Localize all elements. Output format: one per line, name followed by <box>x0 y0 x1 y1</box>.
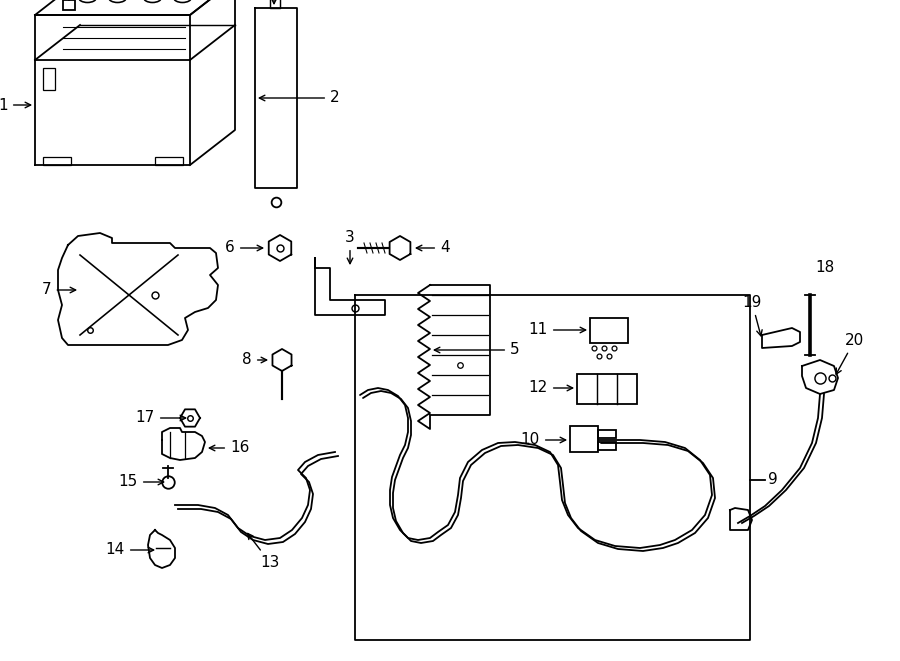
Text: 9: 9 <box>768 473 778 488</box>
Bar <box>62 0 75 9</box>
Text: 5: 5 <box>435 342 519 358</box>
Bar <box>43 157 71 165</box>
Text: 8: 8 <box>242 352 266 368</box>
Text: 15: 15 <box>119 475 164 490</box>
Text: 7: 7 <box>42 282 76 297</box>
Bar <box>598 430 616 438</box>
Bar <box>570 426 598 452</box>
Text: 4: 4 <box>417 241 450 256</box>
Text: 16: 16 <box>210 440 249 455</box>
Text: 14: 14 <box>106 543 154 557</box>
Bar <box>598 442 616 450</box>
Text: 20: 20 <box>836 333 864 374</box>
Bar <box>155 157 183 165</box>
Bar <box>590 318 628 343</box>
Bar <box>577 374 637 404</box>
Text: 13: 13 <box>248 533 280 570</box>
Text: 6: 6 <box>225 241 263 256</box>
Bar <box>43 68 55 90</box>
Text: 19: 19 <box>742 295 762 336</box>
Text: 1: 1 <box>0 98 31 112</box>
Text: 17: 17 <box>136 410 185 426</box>
Text: 2: 2 <box>259 91 339 106</box>
Text: 11: 11 <box>529 323 586 338</box>
Text: 10: 10 <box>521 432 566 447</box>
Text: 3: 3 <box>345 230 355 264</box>
Text: 12: 12 <box>529 381 572 395</box>
Text: 18: 18 <box>815 260 834 276</box>
